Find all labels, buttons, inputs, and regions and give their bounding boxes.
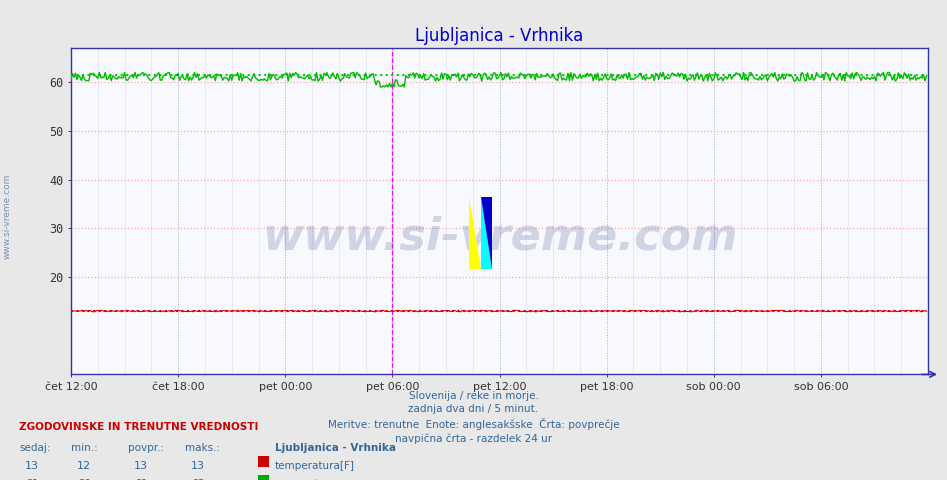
Text: 13: 13 xyxy=(26,461,39,471)
Text: 61: 61 xyxy=(134,479,148,480)
Text: www.si-vreme.com: www.si-vreme.com xyxy=(3,173,12,259)
Title: Ljubljanica - Vrhnika: Ljubljanica - Vrhnika xyxy=(416,27,583,45)
Polygon shape xyxy=(481,197,492,269)
Text: min.:: min.: xyxy=(71,443,98,453)
Text: sedaj:: sedaj: xyxy=(19,443,50,453)
Text: 12: 12 xyxy=(78,461,91,471)
Polygon shape xyxy=(469,197,481,269)
Text: temperatura[F]: temperatura[F] xyxy=(275,461,354,471)
Text: Ljubljanica - Vrhnika: Ljubljanica - Vrhnika xyxy=(275,443,396,453)
Text: 60: 60 xyxy=(78,479,91,480)
Text: povpr.:: povpr.: xyxy=(128,443,164,453)
Text: pretok[čevelj3/min]: pretok[čevelj3/min] xyxy=(275,479,377,480)
Text: 13: 13 xyxy=(191,461,205,471)
Text: www.si-vreme.com: www.si-vreme.com xyxy=(261,216,738,259)
Text: 13: 13 xyxy=(134,461,148,471)
Text: 61: 61 xyxy=(26,479,39,480)
Text: Slovenija / reke in morje.
zadnja dva dni / 5 minut.
Meritve: trenutne  Enote: a: Slovenija / reke in morje. zadnja dva dn… xyxy=(328,391,619,444)
Polygon shape xyxy=(481,197,492,269)
Text: ZGODOVINSKE IN TRENUTNE VREDNOSTI: ZGODOVINSKE IN TRENUTNE VREDNOSTI xyxy=(19,422,259,432)
Text: maks.:: maks.: xyxy=(185,443,220,453)
Text: 62: 62 xyxy=(191,479,205,480)
